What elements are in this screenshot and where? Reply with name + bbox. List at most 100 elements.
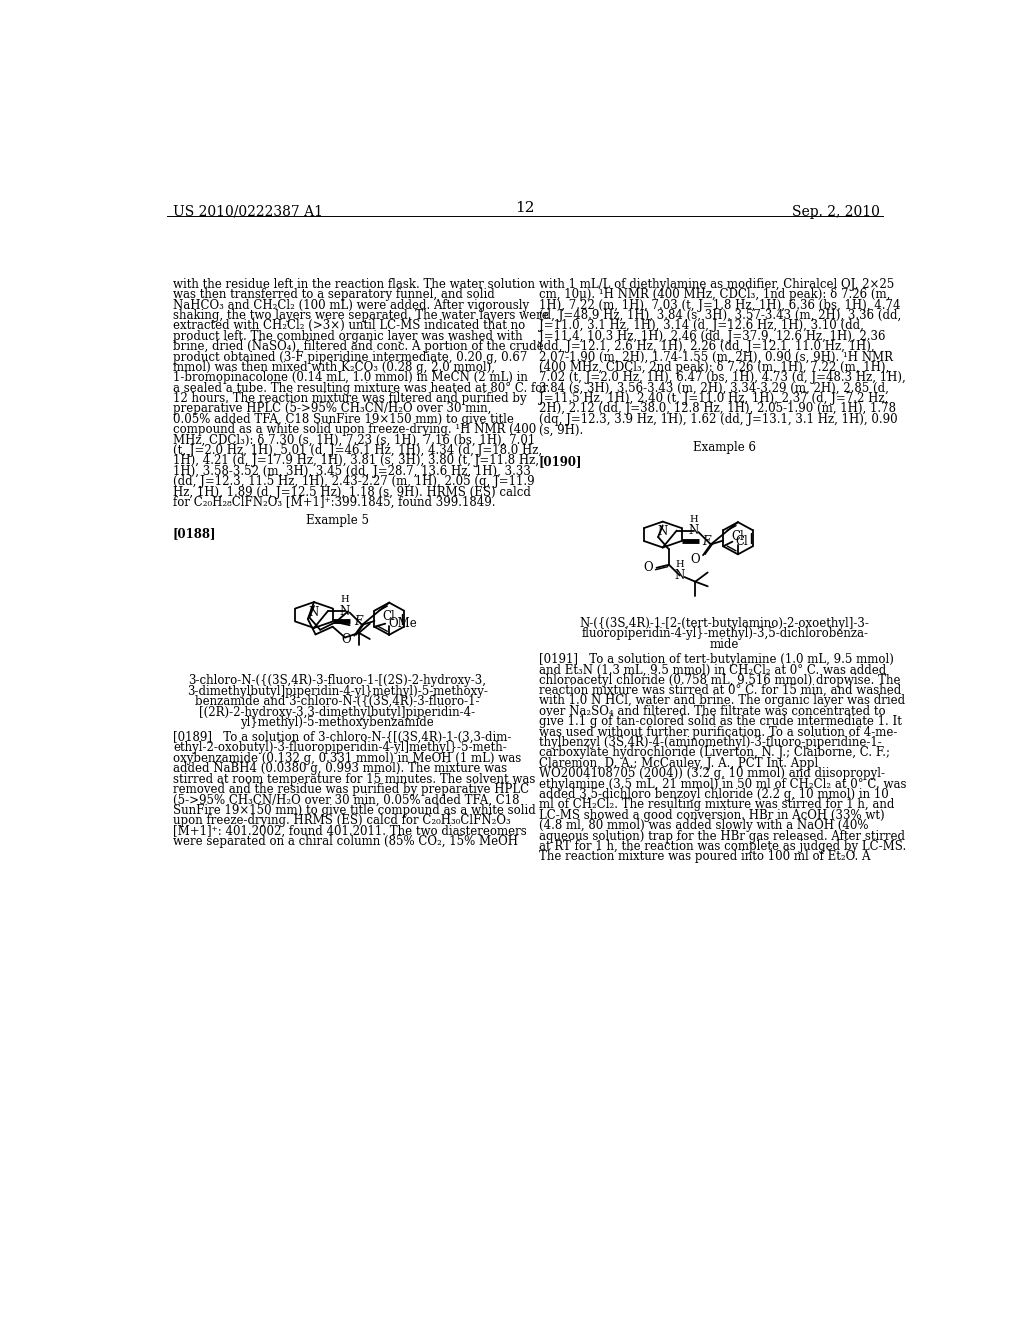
Text: cm, 10μ). ¹H NMR (400 MHz, CDCl₃, 1nd peak): δ 7.26 (m,: cm, 10μ). ¹H NMR (400 MHz, CDCl₃, 1nd pe… [539,288,890,301]
Text: 2H), 2.12 (dd, J=38.0, 12.8 Hz, 1H), 2.05-1.90 (m, 1H), 1.78: 2H), 2.12 (dd, J=38.0, 12.8 Hz, 1H), 2.0… [539,403,896,416]
Text: F: F [353,615,361,628]
Text: mmol) was then mixed with K₂CO₃ (0.28 g, 2.0 mmol),: mmol) was then mixed with K₂CO₃ (0.28 g,… [173,360,495,374]
Text: The reaction mixture was poured into 100 ml of Et₂O. A: The reaction mixture was poured into 100… [539,850,870,863]
Text: reaction mixture was stirred at 0° C. for 15 min, and washed: reaction mixture was stirred at 0° C. fo… [539,684,901,697]
Text: (t, J=2.0 Hz, 1H), 5.01 (d, J=46.1 Hz, 1H), 4.34 (d, J=18.0 Hz,: (t, J=2.0 Hz, 1H), 5.01 (d, J=46.1 Hz, 1… [173,444,542,457]
Text: was then transferred to a separatory funnel, and solid: was then transferred to a separatory fun… [173,288,495,301]
Text: 3-dimethylbutyl]piperidin-4-yl}methyl)-5-methoxy-: 3-dimethylbutyl]piperidin-4-yl}methyl)-5… [186,685,487,698]
Text: Example 5: Example 5 [306,515,369,527]
Text: Claremon, D. A.; McCauley, J. A., PCT Int. Appl: Claremon, D. A.; McCauley, J. A., PCT In… [539,756,818,770]
Text: over Na₂SO₄ and filtered. The filtrate was concentrated to: over Na₂SO₄ and filtered. The filtrate w… [539,705,886,718]
Text: Cl: Cl [383,610,395,623]
Text: Hz, 1H), 1.89 (d, J=12.5 Hz), 1.18 (s, 9H). HRMS (ES) calcd: Hz, 1H), 1.89 (d, J=12.5 Hz), 1.18 (s, 9… [173,486,530,499]
Text: 0.05% added TFA, C18 SunFire 19×150 mm) to give title: 0.05% added TFA, C18 SunFire 19×150 mm) … [173,413,514,426]
Text: Cl: Cl [731,529,744,543]
Text: fluoropiperidin-4-yl}-methyl)-3,5-dichlorobenza-: fluoropiperidin-4-yl}-methyl)-3,5-dichlo… [582,627,868,640]
Text: [M+1]⁺: 401.2002, found 401.2011. The two diastereomers: [M+1]⁺: 401.2002, found 401.2011. The tw… [173,825,526,838]
Text: oxybenzamide (0.132 g, 0.331 mmol) in MeOH (1 mL) was: oxybenzamide (0.132 g, 0.331 mmol) in Me… [173,752,521,764]
Text: 3.84 (s, 3H), 3.56-3.43 (m, 2H), 3.34-3.29 (m, 2H), 2.85 (d,: 3.84 (s, 3H), 3.56-3.43 (m, 2H), 3.34-3.… [539,381,889,395]
Text: (400 MHz, CDCl₃, 2nd peak): δ 7.26 (m, 1H), 7.22 (m, 1H),: (400 MHz, CDCl₃, 2nd peak): δ 7.26 (m, 1… [539,360,889,374]
Text: benzamide and 3-chloro-N-({(3S,4R)-3-fluoro-1-: benzamide and 3-chloro-N-({(3S,4R)-3-flu… [195,696,479,709]
Text: removed and the residue was purified by preparative HPLC: removed and the residue was purified by … [173,783,529,796]
Text: N-({(3S,4R)-1-[2-(tert-butylamino)-2-oxoethyl]-3-: N-({(3S,4R)-1-[2-(tert-butylamino)-2-oxo… [580,616,869,630]
Text: N: N [675,569,685,582]
Text: MHz, CDCl₃): δ 7.30 (s, 1H), 7.23 (s, 1H), 7.16 (bs, 1H), 7.01: MHz, CDCl₃): δ 7.30 (s, 1H), 7.23 (s, 1H… [173,434,536,446]
Text: ethyl-2-oxobutyl)-3-fluoropiperidin-4-yl]methyl}-5-meth-: ethyl-2-oxobutyl)-3-fluoropiperidin-4-yl… [173,742,507,755]
Text: [(2R)-2-hydroxy-3,3-dimethylbutyl]piperidin-4-: [(2R)-2-hydroxy-3,3-dimethylbutyl]piperi… [200,706,475,718]
Text: product left. The combined organic layer was washed with: product left. The combined organic layer… [173,330,522,343]
Text: [0189]   To a solution of 3-chloro-N-{[(3S,4R)-1-(3,3-dim-: [0189] To a solution of 3-chloro-N-{[(3S… [173,731,511,744]
Text: aqueous solution) trap for the HBr gas released. After stirred: aqueous solution) trap for the HBr gas r… [539,829,905,842]
Text: chloroacetyl chloride (0.758 mL, 9.516 mmol) dropwise. The: chloroacetyl chloride (0.758 mL, 9.516 m… [539,673,900,686]
Text: Example 6: Example 6 [693,441,757,454]
Text: SunFire 19×150 mm) to give title compound as a white solid: SunFire 19×150 mm) to give title compoun… [173,804,536,817]
Text: (4.8 ml, 80 mmol) was added slowly with a NaOH (40%: (4.8 ml, 80 mmol) was added slowly with … [539,820,868,832]
Text: 7.02 (t, J=2.0 Hz, 1H), 6.47 (bs, 1H), 4.73 (d, J=48.3 Hz, 1H),: 7.02 (t, J=2.0 Hz, 1H), 6.47 (bs, 1H), 4… [539,371,905,384]
Text: J=11.4, 10.3 Hz, 1H), 2.46 (dd, J=37.9, 12.6 Hz, 1H), 2.36: J=11.4, 10.3 Hz, 1H), 2.46 (dd, J=37.9, … [539,330,886,343]
Text: 1H), 7.22 (m, 1H), 7.03 (t, J=1.8 Hz, 1H), 6.36 (bs, 1H), 4.74: 1H), 7.22 (m, 1H), 7.03 (t, J=1.8 Hz, 1H… [539,298,900,312]
Text: stirred at room temperature for 15 minutes. The solvent was: stirred at room temperature for 15 minut… [173,772,536,785]
Text: product obtained (3-F piperidine intermediate, 0.20 g, 0.67: product obtained (3-F piperidine interme… [173,351,527,363]
Text: 2.07-1.90 (m, 2H), 1.74-1.55 (m, 2H), 0.90 (s, 9H). ¹H NMR: 2.07-1.90 (m, 2H), 1.74-1.55 (m, 2H), 0.… [539,351,893,363]
Text: ml of CH₂Cl₂. The resulting mixture was stirred for 1 h, and: ml of CH₂Cl₂. The resulting mixture was … [539,799,894,812]
Text: OMe: OMe [388,618,417,630]
Text: added 3,5-dichloro benzoyl chloride (2.2 g, 10 mmol) in 10: added 3,5-dichloro benzoyl chloride (2.2… [539,788,889,801]
Text: with the residue left in the reaction flask. The water solution: with the residue left in the reaction fl… [173,277,535,290]
Text: F: F [702,535,711,548]
Text: O: O [342,634,351,645]
Text: thylbenzyl (3S,4R)-4-(aminomethyl)-3-fluoro-piperidine-1-: thylbenzyl (3S,4R)-4-(aminomethyl)-3-flu… [539,737,882,748]
Text: H: H [689,515,698,524]
Text: [0190]: [0190] [539,455,583,467]
Text: added NaBH4 (0.0380 g, 0.993 mmol). The mixture was: added NaBH4 (0.0380 g, 0.993 mmol). The … [173,762,507,775]
Text: Sep. 2, 2010: Sep. 2, 2010 [792,205,880,219]
Text: H: H [676,560,684,569]
Text: J=11.5 Hz, 1H), 2.40 (t, J=11.0 Hz, 1H), 2.37 (d, J=7.2 Hz,: J=11.5 Hz, 1H), 2.40 (t, J=11.0 Hz, 1H),… [539,392,888,405]
Text: and Et₃N (1.3 mL, 9.5 mmol) in CH₂Cl₂ at 0° C. was added: and Et₃N (1.3 mL, 9.5 mmol) in CH₂Cl₂ at… [539,663,886,676]
Text: were separated on a chiral column (85% CO₂, 15% MeOH: were separated on a chiral column (85% C… [173,836,518,847]
Text: US 2010/0222387 A1: US 2010/0222387 A1 [173,205,323,219]
Text: 12 hours. The reaction mixture was filtered and purified by: 12 hours. The reaction mixture was filte… [173,392,526,405]
Text: 1-bromopinacolone (0.14 mL, 1.0 mmol) in MeCN (2 mL) in: 1-bromopinacolone (0.14 mL, 1.0 mmol) in… [173,371,527,384]
Text: N: N [309,606,319,619]
Text: brine, dried (NaSO₄), filtered and conc. A portion of the crude: brine, dried (NaSO₄), filtered and conc.… [173,341,544,354]
Text: J=11.0, 3.1 Hz, 1H), 3.14 (d, J=12.6 Hz, 1H), 3.10 (dd,: J=11.0, 3.1 Hz, 1H), 3.14 (d, J=12.6 Hz,… [539,319,863,333]
Text: H: H [341,595,349,605]
Text: O: O [644,561,653,574]
Text: a sealed a tube. The resulting mixture was heated at 80° C. for: a sealed a tube. The resulting mixture w… [173,381,548,395]
Text: 1H), 3.58-3.52 (m, 3H), 3.45 (dd, J=28.7, 13.6 Hz, 1H), 3.33: 1H), 3.58-3.52 (m, 3H), 3.45 (dd, J=28.7… [173,465,530,478]
Text: 3-chloro-N-({(3S,4R)-3-fluoro-1-[(2S)-2-hydroxy-3,: 3-chloro-N-({(3S,4R)-3-fluoro-1-[(2S)-2-… [188,675,486,688]
Text: 1H), 4.21 (d, J=17.9 Hz, 1H), 3.81 (s, 3H), 3.80 (t, J=11.8 Hz,: 1H), 4.21 (d, J=17.9 Hz, 1H), 3.81 (s, 3… [173,454,539,467]
Text: with 1 mL/L of diethylamine as modifier, Chiralcel OJ, 2×25: with 1 mL/L of diethylamine as modifier,… [539,277,894,290]
Text: 12: 12 [515,201,535,215]
Text: (s, 9H).: (s, 9H). [539,424,583,437]
Text: compound as a white solid upon freeze-drying. ¹H NMR (400: compound as a white solid upon freeze-dr… [173,424,537,437]
Text: [0191]   To a solution of tert-butylamine (1.0 mL, 9.5 mmol): [0191] To a solution of tert-butylamine … [539,653,894,665]
Text: upon freeze-drying. HRMS (ES) calcd for C₂₀H₃₀ClFN₂O₃: upon freeze-drying. HRMS (ES) calcd for … [173,814,511,828]
Text: Cl: Cl [735,535,749,548]
Text: (5->95% CH₃CN/H₂O over 30 min, 0.05% added TFA, C18: (5->95% CH₃CN/H₂O over 30 min, 0.05% add… [173,793,519,807]
Text: (dd, J=12.3, 11.5 Hz, 1H), 2.43-2.27 (m, 1H), 2.05 (q, J=11.9: (dd, J=12.3, 11.5 Hz, 1H), 2.43-2.27 (m,… [173,475,535,488]
Text: for C₂₀H₂₈ClFN₂O₃ [M+1]⁺:399.1845, found 399.1849.: for C₂₀H₂₈ClFN₂O₃ [M+1]⁺:399.1845, found… [173,496,496,510]
Text: NaHCO₃ and CH₂Cl₂ (100 mL) were added. After vigorously: NaHCO₃ and CH₂Cl₂ (100 mL) were added. A… [173,298,529,312]
Text: at RT for 1 h, the reaction was complete as judged by LC-MS.: at RT for 1 h, the reaction was complete… [539,840,906,853]
Text: yl}methyl)-5-methoxybenzamide: yl}methyl)-5-methoxybenzamide [241,715,434,729]
Text: N: N [657,525,668,539]
Text: (dq, J=12.3, 3.9 Hz, 1H), 1.62 (dd, J=13.1, 3.1 Hz, 1H), 0.90: (dq, J=12.3, 3.9 Hz, 1H), 1.62 (dd, J=13… [539,413,897,426]
Text: shaking, the two layers were separated. The water layers were: shaking, the two layers were separated. … [173,309,549,322]
Text: (d, J=48.9 Hz, 1H), 3.84 (s, 3H), 3.57-3.43 (m, 2H), 3.36 (dd,: (d, J=48.9 Hz, 1H), 3.84 (s, 3H), 3.57-3… [539,309,901,322]
Text: WO2004108705 (2004)) (3.2 g, 10 mmol) and diisopropyl-: WO2004108705 (2004)) (3.2 g, 10 mmol) an… [539,767,885,780]
Text: carboxylate hydrochloride (Liverton, N. J.; Claiborne, C. F.;: carboxylate hydrochloride (Liverton, N. … [539,746,890,759]
Text: [0188]: [0188] [173,528,216,541]
Text: (dd, J=12.1, 2.6 Hz, 1H), 2.26 (dd, J=12.1, 11.0 Hz, 1H),: (dd, J=12.1, 2.6 Hz, 1H), 2.26 (dd, J=12… [539,341,874,354]
Text: with 1.0 N HCl, water and brine. The organic layer was dried: with 1.0 N HCl, water and brine. The org… [539,694,905,708]
Text: O: O [690,553,700,565]
Text: preparative HPLC (5->95% CH₃CN/H₂O over 30 min,: preparative HPLC (5->95% CH₃CN/H₂O over … [173,403,492,416]
Text: extracted with CH₂Cl₂ (>3×) until LC-MS indicated that no: extracted with CH₂Cl₂ (>3×) until LC-MS … [173,319,525,333]
Text: N: N [688,524,698,537]
Text: ethylamine (3.5 mL, 21 mmol) in 50 ml of CH₂Cl₂ at 0° C. was: ethylamine (3.5 mL, 21 mmol) in 50 ml of… [539,777,906,791]
Text: N: N [340,605,350,618]
Text: was used without further purification. To a solution of 4-me-: was used without further purification. T… [539,726,897,739]
Text: mide: mide [710,638,739,651]
Text: LC-MS showed a good conversion. HBr in AcOH (33% wt): LC-MS showed a good conversion. HBr in A… [539,809,885,822]
Text: give 1.1 g of tan-colored solid as the crude intermediate 1. It: give 1.1 g of tan-colored solid as the c… [539,715,901,729]
